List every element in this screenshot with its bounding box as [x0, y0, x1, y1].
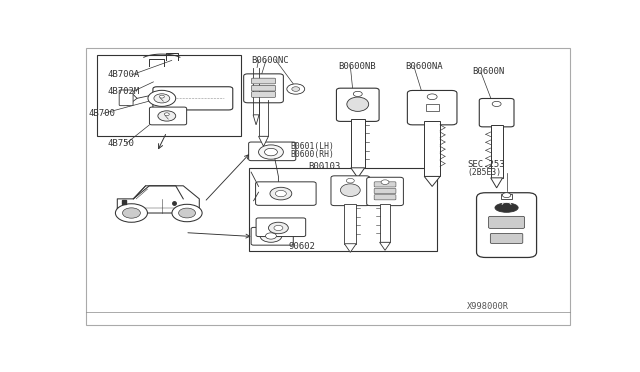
Bar [424, 121, 440, 176]
Polygon shape [117, 186, 199, 213]
FancyBboxPatch shape [374, 182, 396, 187]
Polygon shape [351, 168, 365, 178]
Bar [249, 168, 437, 251]
Circle shape [172, 204, 202, 222]
Text: B0600NA: B0600NA [405, 62, 442, 71]
Circle shape [159, 95, 164, 98]
FancyBboxPatch shape [150, 107, 187, 125]
Circle shape [274, 225, 283, 231]
FancyBboxPatch shape [119, 90, 133, 106]
Circle shape [115, 204, 147, 222]
Circle shape [158, 111, 176, 121]
Circle shape [122, 208, 140, 218]
Bar [380, 203, 390, 242]
Bar [97, 55, 241, 136]
Circle shape [492, 101, 501, 106]
FancyBboxPatch shape [251, 227, 293, 245]
Circle shape [346, 179, 355, 183]
Text: 90602: 90602 [288, 242, 315, 251]
Text: B00103: B00103 [308, 162, 340, 171]
Circle shape [275, 190, 286, 197]
Text: 4B700: 4B700 [89, 109, 116, 118]
FancyBboxPatch shape [374, 189, 396, 193]
Polygon shape [253, 115, 259, 125]
Text: 4B702M: 4B702M [108, 87, 140, 96]
Polygon shape [259, 136, 269, 146]
Circle shape [353, 92, 362, 96]
FancyBboxPatch shape [252, 78, 275, 84]
Polygon shape [491, 178, 502, 188]
Polygon shape [380, 242, 390, 250]
Text: B0600(RH): B0600(RH) [291, 150, 335, 158]
Text: 4B750: 4B750 [108, 139, 134, 148]
Text: B0600NC: B0600NC [251, 56, 289, 65]
FancyBboxPatch shape [331, 176, 370, 206]
FancyBboxPatch shape [244, 74, 284, 103]
Bar [344, 203, 356, 244]
Circle shape [428, 94, 437, 100]
Ellipse shape [495, 203, 518, 212]
Text: B0601(LH): B0601(LH) [291, 142, 335, 151]
FancyBboxPatch shape [407, 90, 457, 125]
Bar [501, 194, 512, 199]
Polygon shape [344, 244, 356, 252]
Text: B0600NB: B0600NB [338, 62, 376, 71]
Bar [491, 125, 502, 178]
Circle shape [287, 84, 305, 94]
FancyBboxPatch shape [252, 85, 275, 91]
FancyBboxPatch shape [255, 182, 316, 205]
Ellipse shape [347, 97, 369, 111]
Text: (2B5E3): (2B5E3) [467, 168, 501, 177]
Polygon shape [424, 176, 440, 186]
FancyBboxPatch shape [252, 92, 275, 97]
Circle shape [270, 187, 292, 200]
Circle shape [381, 180, 389, 185]
Circle shape [154, 94, 170, 103]
FancyBboxPatch shape [477, 193, 536, 257]
Bar [351, 119, 365, 168]
Circle shape [264, 148, 277, 156]
FancyBboxPatch shape [490, 234, 523, 243]
FancyBboxPatch shape [479, 99, 514, 127]
Text: 4B700A: 4B700A [108, 70, 140, 79]
Circle shape [260, 230, 282, 242]
FancyBboxPatch shape [367, 177, 403, 206]
Text: X998000R: X998000R [467, 302, 509, 311]
Text: SEC.253: SEC.253 [467, 160, 504, 169]
FancyBboxPatch shape [249, 142, 296, 161]
Circle shape [292, 87, 300, 92]
Ellipse shape [340, 184, 360, 196]
FancyBboxPatch shape [256, 218, 306, 237]
Text: B0600N: B0600N [472, 67, 504, 76]
Bar [426, 104, 438, 111]
FancyBboxPatch shape [153, 87, 233, 110]
FancyBboxPatch shape [488, 217, 525, 228]
Circle shape [269, 222, 288, 234]
Circle shape [259, 145, 284, 159]
Circle shape [179, 208, 195, 218]
Circle shape [266, 233, 276, 239]
Circle shape [148, 90, 176, 106]
FancyBboxPatch shape [337, 88, 379, 121]
FancyBboxPatch shape [374, 195, 396, 200]
Circle shape [502, 193, 511, 198]
Circle shape [164, 113, 169, 116]
